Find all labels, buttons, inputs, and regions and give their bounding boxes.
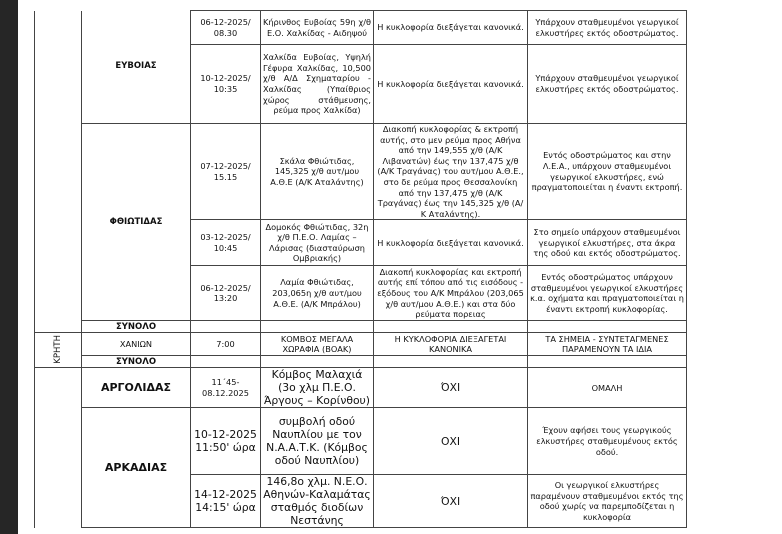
total-label: ΣΥΝΟΛΟ: [81, 320, 191, 334]
datetime-cell: 06-12-2025/ 08.30: [190, 10, 261, 45]
traffic-cell: Διακοπή κυκλοφορίας & εκτροπή αυτής, στο…: [373, 122, 528, 221]
table-row: 06-12-2025/ 13:20 Λαμία Φθιώτιδας, 203,0…: [35, 265, 687, 322]
location-cell: Χαλκίδα Ευβοίας, Υψηλή Γέφυρα Χαλκίδας, …: [260, 44, 374, 124]
traffic-cell: Η κυκλοφορία διεξάγεται κανονικά.: [373, 44, 528, 124]
table-row: ΚΡΗΤΗ ΧΑΝΙΩΝ 7:00 ΚΟΜΒΟΣ ΜΕΓΑΛΑ ΧΩΡΑΦΙΑ …: [34, 332, 687, 369]
notes-cell: ΟΜΑΛΗ: [527, 367, 687, 409]
location-cell: 146,8ο χλμ. Ν.Ε.Ο. Αθηνών-Καλαμάτας σταθ…: [260, 474, 374, 529]
prefecture-cell: ΑΡΚΑΔΙΑΣ: [81, 407, 191, 529]
empty-cell: [373, 355, 528, 369]
empty-cell: [373, 320, 528, 334]
traffic-cell: Η κυκλοφορία διεξάγεται κανονικά.: [373, 219, 528, 267]
table-row: ΦΘΙΩΤΙΔΑΣ 07-12-2025/ 15.15 Σκάλα Φθιώτι…: [35, 122, 687, 322]
empty-cell: [190, 355, 261, 369]
notes-cell: Εντός οδοστρώματος και στην Λ.Ε.Α., υπάρ…: [527, 122, 687, 221]
notes-cell: Υπάρχουν σταθμευμένοι γεωργικοί ελκυστήρ…: [527, 44, 687, 124]
location-cell: Δομοκός Φθιώτιδας, 32η χ/θ Π.Ε.Ο. Λαμίας…: [260, 219, 374, 267]
region-cell: ΚΡΗΤΗ: [34, 332, 82, 369]
datetime-cell: 07-12-2025/ 15.15: [190, 122, 261, 221]
viewer-left-edge: [0, 0, 18, 534]
notes-cell: Στο σημείο υπάρχουν σταθμευμένοι γεωργικ…: [527, 219, 687, 267]
traffic-cell: ΌΧΙ: [373, 367, 528, 409]
table-row: ΑΡΚΑΔΙΑΣ 10-12-2025 11:50' ώρα συμβολή ο…: [35, 407, 687, 529]
table-row: 03-12-2025/ 10:45 Δομοκός Φθιώτιδας, 32η…: [35, 219, 687, 267]
prefecture-cell: ΑΡΓΟΛΙΔΑΣ: [81, 367, 191, 409]
total-row: ΣΥΝΟΛΟ: [35, 355, 687, 369]
farmer-blockades-table: ΕΥΒΟΙΑΣ 06-12-2025/ 08.30 Κήρινθος Ευβοί…: [34, 10, 687, 529]
table-row: 10-12-2025/ 10:35 Χαλκίδα Ευβοίας, Υψηλή…: [35, 44, 687, 124]
datetime-cell: 10-12-2025/ 10:35: [190, 44, 261, 124]
empty-cell: [260, 355, 374, 369]
datetime-cell: 06-12-2025/ 13:20: [190, 265, 261, 322]
traffic-cell: Διακοπή κυκλοφορίας και εκτροπή αυτής επ…: [373, 265, 528, 322]
traffic-cell: ΟΧΙ: [373, 407, 528, 476]
datetime-cell: 7:00: [190, 332, 261, 357]
traffic-cell: ΌΧΙ: [373, 474, 528, 529]
empty-cell: [260, 320, 374, 334]
notes-cell: Έχουν αφήσει τους γεωργικούς ελκυστήρες …: [527, 407, 687, 476]
region-label: ΚΡΗΤΗ: [52, 334, 63, 364]
datetime-cell: 14-12-2025 14:15' ώρα: [190, 474, 261, 529]
prefecture-cell: ΧΑΝΙΩΝ: [81, 332, 191, 357]
notes-cell: ΤΑ ΣΗΜΕΙΑ - ΣΥΝΤΕΤΑΓΜΕΝΕΣ ΠΑΡΑΜΕΝΟΥΝ ΤΑ …: [527, 332, 687, 357]
total-row: ΣΥΝΟΛΟ: [35, 320, 687, 334]
datetime-cell: 10-12-2025 11:50' ώρα: [190, 407, 261, 476]
location-cell: Κήρινθος Ευβοίας 59η χ/θ Ε.Ο. Χαλκίδας -…: [260, 10, 374, 45]
empty-cell: [527, 320, 687, 334]
location-cell: Κόμβος Μαλαχιά (3ο χλμ Π.Ε.Ο. Άργους – Κ…: [260, 367, 374, 409]
prefecture-cell: ΕΥΒΟΙΑΣ: [81, 10, 191, 124]
empty-cell: [527, 355, 687, 369]
table-row: ΑΡΓΟΛΙΔΑΣ 11΄45- 08.12.2025 Κόμβος Μαλαχ…: [34, 367, 687, 528]
datetime-cell: 03-12-2025/ 10:45: [190, 219, 261, 267]
region-cell: [34, 367, 82, 528]
notes-cell: Οι γεωργικοί ελκυστήρες παραμένουν σταθμ…: [527, 474, 687, 529]
notes-cell: Εντός οδοστρώματος υπάρχουν σταθμευμένοι…: [527, 265, 687, 322]
total-label: ΣΥΝΟΛΟ: [81, 355, 191, 369]
table-row: 14-12-2025 14:15' ώρα 146,8ο χλμ. Ν.Ε.Ο.…: [35, 474, 687, 529]
location-cell: συμβολή οδού Ναυπλίου με τον Ν.Α.Α.Τ.Κ. …: [260, 407, 374, 476]
notes-cell: Υπάρχουν σταθμευμένοι γεωργικοί ελκυστήρ…: [527, 10, 687, 45]
table-row: ΕΥΒΟΙΑΣ 06-12-2025/ 08.30 Κήρινθος Ευβοί…: [34, 10, 687, 333]
location-cell: Σκάλα Φθιώτιδας, 145,325 χ/θ αυτ/μου Α.Θ…: [260, 122, 374, 221]
traffic-cell: Η κυκλοφορία διεξάγεται κανονικά.: [373, 10, 528, 45]
empty-cell: [190, 320, 261, 334]
traffic-cell: Η ΚΥΚΛΟΦΟΡΙΑ ΔΙΕΞΑΓΕΤΑΙ ΚΑΝΟΝΙΚΑ: [373, 332, 528, 357]
prefecture-cell: ΦΘΙΩΤΙΔΑΣ: [81, 122, 191, 322]
location-cell: Λαμία Φθιώτιδας, 203,065η χ/θ αυτ/μου Α.…: [260, 265, 374, 322]
region-cell: [34, 10, 82, 333]
location-cell: ΚΟΜΒΟΣ ΜΕΓΑΛΑ ΧΩΡΑΦΙΑ (ΒΟΑΚ): [260, 332, 374, 357]
datetime-cell: 11΄45- 08.12.2025: [190, 367, 261, 409]
